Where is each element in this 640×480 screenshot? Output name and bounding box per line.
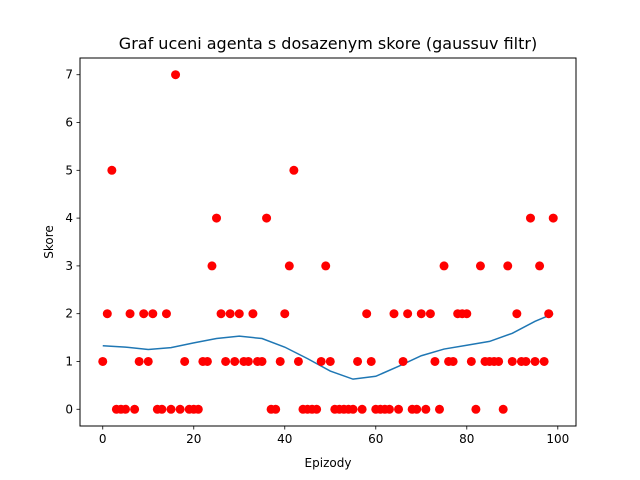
- y-tick-label: 1: [65, 354, 73, 368]
- data-point: [262, 213, 272, 223]
- data-point: [293, 356, 303, 366]
- axis-ticks: 0 20 40 60 80 100 0 1 2 3 4 5 6 7: [65, 68, 569, 446]
- data-point: [143, 356, 153, 366]
- data-point: [412, 404, 422, 414]
- smoothed-line: [102, 312, 554, 380]
- x-tick-label: 40: [277, 432, 292, 446]
- x-tick-label: 60: [368, 432, 383, 446]
- data-point: [180, 356, 190, 366]
- data-point: [216, 309, 226, 319]
- plot-area-frame: [79, 57, 577, 427]
- data-point: [134, 356, 144, 366]
- data-point: [284, 261, 294, 271]
- data-point: [271, 404, 281, 414]
- data-point: [466, 356, 476, 366]
- data-point: [234, 309, 244, 319]
- data-point: [193, 404, 203, 414]
- data-point: [257, 356, 267, 366]
- data-point: [348, 404, 358, 414]
- data-point: [539, 356, 549, 366]
- data-point: [353, 356, 363, 366]
- data-point: [161, 309, 171, 319]
- x-tick-label: 100: [546, 432, 569, 446]
- data-point: [403, 309, 413, 319]
- data-point: [275, 356, 285, 366]
- data-point: [121, 404, 131, 414]
- y-tick-label: 2: [65, 307, 73, 321]
- data-point: [471, 404, 481, 414]
- data-point: [394, 404, 404, 414]
- data-point: [212, 213, 222, 223]
- data-point: [548, 213, 558, 223]
- data-point: [544, 309, 554, 319]
- data-point: [512, 309, 522, 319]
- data-point: [366, 356, 376, 366]
- data-point: [498, 404, 508, 414]
- y-tick-label: 4: [65, 211, 73, 225]
- x-tick-label: 0: [99, 432, 107, 446]
- data-point: [148, 309, 158, 319]
- data-point: [166, 404, 176, 414]
- y-tick-label: 0: [65, 402, 73, 416]
- data-point: [530, 356, 540, 366]
- data-point: [98, 356, 108, 366]
- data-point: [139, 309, 149, 319]
- y-tick-label: 5: [65, 163, 73, 177]
- data-point: [102, 309, 112, 319]
- data-point: [130, 404, 140, 414]
- data-point: [507, 356, 517, 366]
- data-point: [225, 309, 235, 319]
- data-point: [462, 309, 472, 319]
- data-point: [398, 356, 408, 366]
- data-point: [384, 404, 394, 414]
- data-point: [107, 165, 117, 175]
- data-point: [434, 404, 444, 414]
- data-point: [357, 404, 367, 414]
- x-tick-label: 20: [186, 432, 201, 446]
- data-point: [494, 356, 504, 366]
- data-point: [316, 356, 326, 366]
- data-point: [475, 261, 485, 271]
- data-point: [171, 70, 181, 80]
- data-point: [157, 404, 167, 414]
- y-tick-label: 6: [65, 116, 73, 130]
- score-points: [98, 70, 558, 414]
- data-point: [207, 261, 217, 271]
- data-point: [521, 356, 531, 366]
- x-tick-label: 80: [459, 432, 474, 446]
- data-point: [243, 356, 253, 366]
- x-axis-label: Epizody: [305, 456, 352, 470]
- data-point: [321, 261, 331, 271]
- data-point: [525, 213, 535, 223]
- data-point: [421, 404, 431, 414]
- data-point: [230, 356, 240, 366]
- data-point: [325, 356, 335, 366]
- data-point: [175, 404, 185, 414]
- data-point: [221, 356, 231, 366]
- chart-title: Graf uceni agenta s dosazenym skore (gau…: [119, 34, 537, 53]
- data-point: [430, 356, 440, 366]
- y-tick-label: 7: [65, 68, 73, 82]
- data-point: [202, 356, 212, 366]
- data-point: [416, 309, 426, 319]
- data-point: [289, 165, 299, 175]
- data-point: [448, 356, 458, 366]
- data-point: [280, 309, 290, 319]
- data-point: [439, 261, 449, 271]
- data-point: [248, 309, 258, 319]
- data-point: [362, 309, 372, 319]
- y-tick-label: 3: [65, 259, 73, 273]
- data-point: [535, 261, 545, 271]
- data-point: [312, 404, 322, 414]
- data-point: [425, 309, 435, 319]
- y-axis-label: Skore: [42, 225, 56, 259]
- data-point: [389, 309, 399, 319]
- data-point: [503, 261, 513, 271]
- data-point: [125, 309, 135, 319]
